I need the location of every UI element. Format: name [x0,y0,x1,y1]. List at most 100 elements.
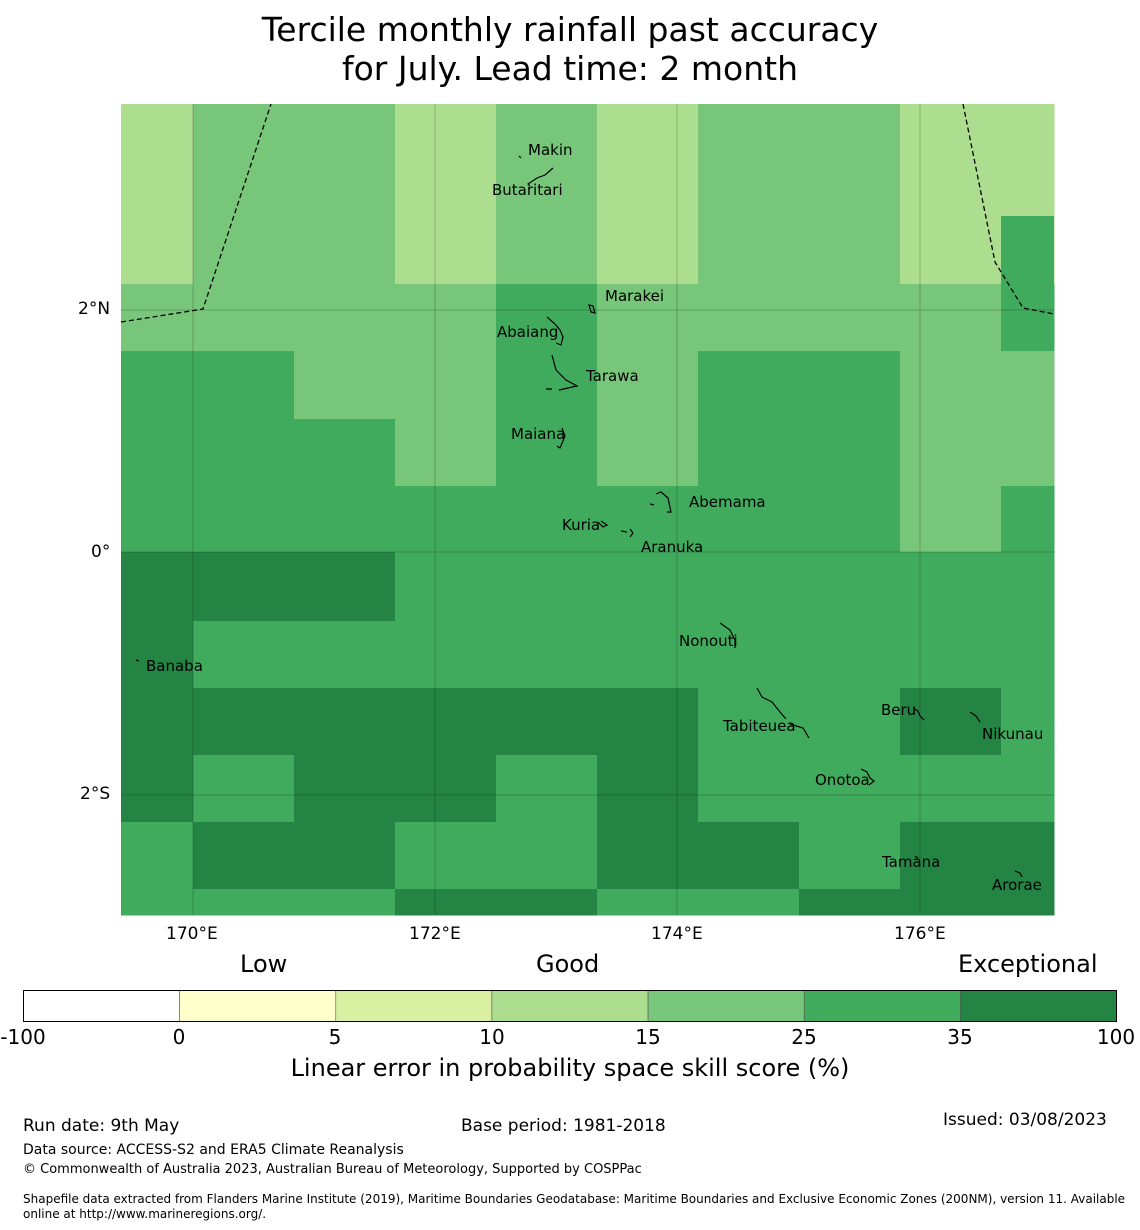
grid-cell [900,284,1002,352]
grid-cell [1001,284,1055,352]
grid-cell [900,552,1002,622]
island-label-aranuka: Aranuka [641,538,703,556]
grid-cell [121,104,194,217]
grid-cell [900,755,1002,823]
island-label-marakei: Marakei [605,287,664,305]
grid-cell [496,216,598,285]
island-labels: Makin Butaritari Marakei Abaiang Tarawa … [146,141,1043,894]
grid-cell [496,104,598,217]
grid-cell [395,889,497,916]
grid-cell [698,755,800,823]
colorbar-segment [179,990,337,1022]
grid-cell [121,486,194,553]
grid-cell [698,351,800,420]
colorbar-tick-25: 25 [791,1025,817,1049]
grid-cell [395,621,497,689]
grid-cell [597,889,699,916]
grid-cell [597,822,699,890]
grid-cell [395,216,497,285]
island-label-onotoa: Onotoa [815,771,870,789]
grid-cell [193,889,295,916]
grid-cell [698,889,800,916]
title-line-1: Tercile monthly rainfall past accuracy [261,10,879,49]
grid-cell [698,822,800,890]
grid-cell [294,419,396,487]
island-label-nikunau: Nikunau [982,725,1043,743]
grid-cell [496,889,598,916]
x-tick-170e: 170°E [166,924,218,944]
grid-cell [193,216,295,285]
data-source: Data source: ACCESS-S2 and ERA5 Climate … [23,1142,404,1158]
grid-cell [193,419,295,487]
island-label-arorae: Arorae [992,876,1042,894]
island-label-abaiang: Abaiang [497,323,558,341]
grid-cell [799,284,901,352]
grid-cell [395,104,497,217]
island-shape-tamana [914,855,919,859]
colorbar-tick-5: 5 [328,1025,342,1049]
grid-cell [698,104,800,217]
grid-cell [799,688,901,756]
grid-cell [294,486,396,553]
grid-cell [799,755,901,823]
grid-cell [799,486,901,553]
colorbar-frame [23,990,1117,1022]
grid-cell [193,284,295,352]
grid-cell [597,486,699,553]
grid-cell [193,755,295,823]
colorbar-segments [23,990,1117,1022]
island-shape-nonouti [719,622,736,648]
grid-cell [121,889,194,916]
grid-cell [698,688,800,756]
grid-cell [799,351,901,420]
grid-cell [900,621,1002,689]
grid-cell [799,621,901,689]
island-shape-arorae [1014,870,1023,878]
grid-cell [1001,419,1055,487]
colorbar-segment [491,990,649,1022]
eez-boundary-east [962,103,1055,315]
legend-category-exceptional: Exceptional [958,950,1098,978]
island-shape-butaritari [527,167,554,187]
grid-cell [193,621,295,689]
grid-cell [294,688,396,756]
grid-cell [121,822,194,890]
island-label-beru: Beru [881,701,916,719]
grid-cell [496,419,598,487]
colorbar-label: Linear error in probability space skill … [290,1054,850,1082]
grid-cell [395,284,497,352]
grid-cell [395,688,497,756]
grid-cell [193,552,295,622]
grid-cell [395,419,497,487]
x-tick-176e: 176°E [894,924,946,944]
skill-grid [121,104,1055,916]
grid-cell [597,419,699,487]
grid-cell [496,688,598,756]
grid-cell [121,755,194,823]
island-shape-tarawa [546,354,579,391]
grid-cell [1001,621,1055,689]
grid-cell [597,104,699,217]
island-shape-banaba [135,659,140,662]
chart-title: Tercile monthly rainfall past accuracy f… [0,10,1140,88]
colorbar-tick-35: 35 [947,1025,973,1049]
grid-cell [900,822,1002,890]
eez-boundary-west [120,103,272,323]
island-shape-aranuka [620,528,634,538]
island-shape-maiana [556,427,566,449]
grid-cell [193,688,295,756]
y-tick-2s: 2°S [80,784,111,804]
grid-cell [1001,351,1055,420]
x-tick-174e: 174°E [651,924,703,944]
grid-cell [496,755,598,823]
colorbar [23,990,1117,1022]
grid-cell [1001,486,1055,553]
grid-cell [597,552,699,622]
shapefile-credit-line-1: Shapefile data extracted from Flanders M… [23,1192,1126,1206]
island-label-tarawa: Tarawa [585,367,639,385]
island-label-tamana: Tamana [881,853,940,871]
grid-cell [900,486,1002,553]
island-label-nonouti: Nonouti [679,632,738,650]
colorbar-segment [647,990,805,1022]
colorbar-segment [803,990,961,1022]
